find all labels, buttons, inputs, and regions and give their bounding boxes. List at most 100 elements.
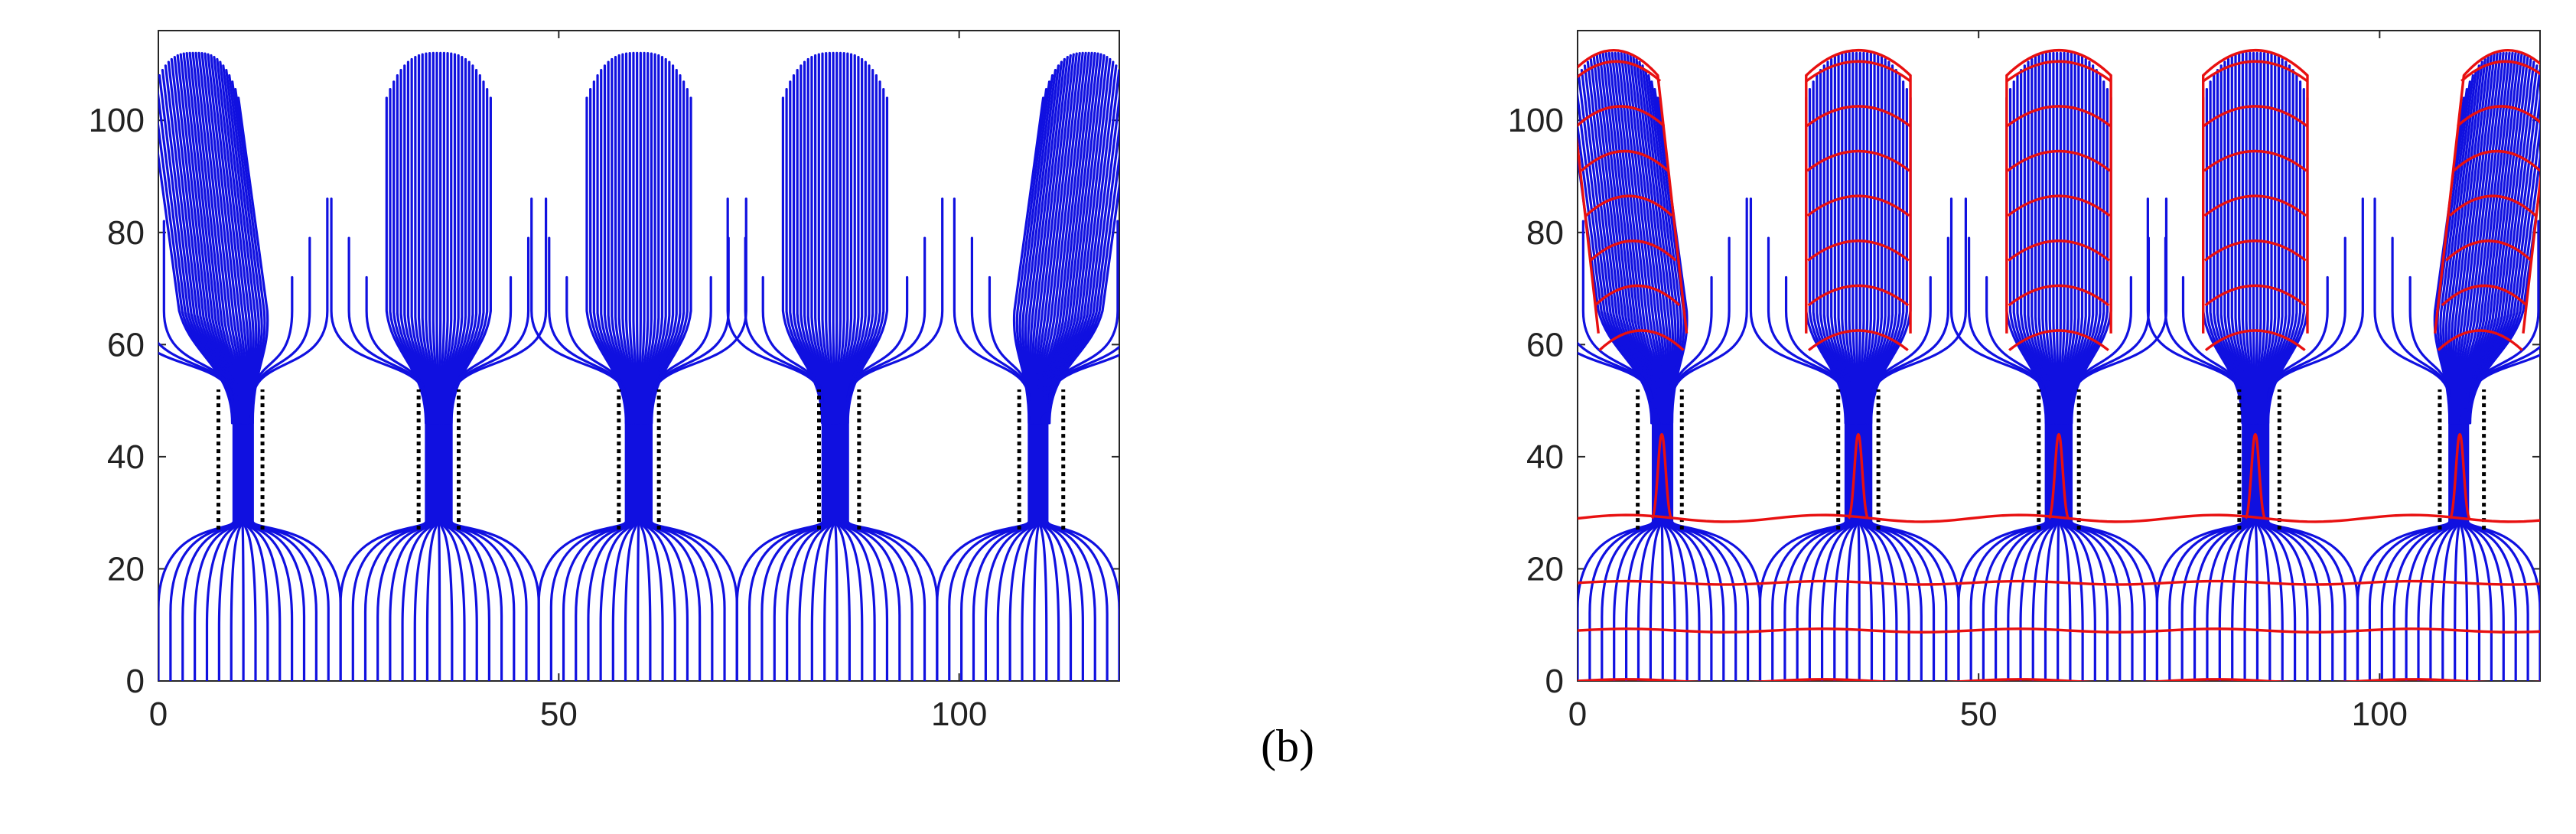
plot-area [1578, 48, 2540, 681]
y-tick-label: 60 [107, 326, 145, 363]
streamline-lower [650, 388, 738, 681]
x-tick-label: 0 [149, 696, 168, 733]
streamline-lower [1858, 388, 1874, 681]
contour-lobe [1807, 284, 1910, 307]
streamline-jet [1656, 96, 1689, 425]
streamline-lower [1040, 388, 1060, 681]
streamline-escape [251, 197, 329, 402]
streamline-lower [2063, 388, 2109, 681]
contour-lobe [1584, 194, 1673, 217]
streamline-lower [450, 388, 540, 681]
streamline-lower [1820, 388, 1855, 681]
streamline-lower [445, 388, 503, 681]
streamline-lower [441, 388, 466, 681]
streamline-lower [846, 388, 939, 681]
streamline-lower [587, 388, 634, 681]
streamline-lower [1860, 388, 1886, 681]
contour-lobe-outline [2202, 48, 2309, 334]
streamline-escape [2267, 197, 2364, 402]
streamline-escape [2146, 197, 2244, 402]
streamline-lower [840, 388, 889, 681]
contour-spike [1847, 432, 1870, 520]
contour-lobe [2007, 149, 2111, 172]
streamline-lower [2019, 388, 2056, 681]
streamline-lower [599, 388, 636, 681]
streamline-lower [1038, 388, 1048, 681]
contour-lobe [1806, 105, 1911, 127]
plot-area [158, 51, 1119, 681]
streamline-lower [2254, 388, 2259, 681]
streamline-lower [2218, 388, 2252, 681]
streamline-lower [2459, 388, 2469, 681]
streamline-lower [2243, 388, 2255, 681]
contour-lobe [1580, 149, 1669, 172]
streamline-lower [2031, 388, 2057, 681]
streamline-lower [640, 388, 664, 681]
contour-lobe [2448, 194, 2537, 217]
streamline-lower [642, 388, 676, 681]
streamline-lower [1040, 388, 1073, 681]
streamline-lower [2057, 388, 2060, 681]
contour-spike [2244, 432, 2266, 520]
streamline-lower [1663, 388, 1689, 681]
contour-lobe [2006, 105, 2112, 127]
streamline-lower [823, 388, 835, 681]
streamline-lower [639, 388, 652, 681]
x-tick-label: 0 [1568, 696, 1587, 733]
streamline-lower [842, 388, 901, 681]
contour-lobe [2202, 60, 2308, 83]
contour-lobe [2437, 329, 2523, 351]
streamline-lower [1662, 388, 1676, 681]
streamline-escape [2373, 197, 2451, 402]
streamline-lower [2044, 388, 2059, 681]
streamline-lower [217, 388, 242, 681]
streamline-lower [837, 388, 864, 681]
streamline-jet [637, 51, 642, 425]
streamline-lower [2060, 388, 2084, 681]
contour-lobe [2444, 239, 2532, 262]
streamline-lower [2260, 388, 2309, 681]
y-tick-label: 80 [107, 214, 145, 252]
streamline-escape [1670, 197, 1748, 402]
figure-caption: (b) [1261, 721, 1314, 771]
streamline-lower [2255, 388, 2272, 681]
streamline-lower [1021, 388, 1039, 681]
streamline-lower [442, 388, 478, 681]
streamline-lower [2231, 388, 2254, 681]
streamline-lower [2062, 388, 2096, 681]
y-tick-label: 0 [126, 663, 145, 700]
contour-lower [1578, 579, 2540, 586]
streamline-jet [2057, 51, 2062, 425]
contour-lobe [1806, 149, 1910, 172]
streamline-lower [834, 388, 839, 681]
streamline-lower [1863, 388, 1910, 681]
streamline-lower [1845, 388, 1858, 681]
streamline-lower [643, 388, 689, 681]
contour-lobe-outline [2433, 49, 2540, 334]
contour-lobe [2441, 284, 2528, 307]
contour-lobe [2008, 284, 2110, 307]
streamline-lower [243, 388, 257, 681]
contour-lobe-outline [1805, 48, 1912, 334]
contour-lobe [2457, 105, 2540, 127]
streamline-lower [2065, 388, 2122, 681]
contour-lower [1578, 678, 2540, 681]
y-tick-label: 20 [107, 550, 145, 588]
contour-lobe [2007, 194, 2111, 217]
contour-lobe [1598, 329, 1685, 351]
streamline-lower [1008, 388, 1038, 681]
contour-lobe [1578, 60, 1662, 83]
y-tick-label: 80 [1526, 214, 1564, 252]
streamline-escape [2070, 197, 2168, 402]
streamline-lower [1660, 388, 1664, 681]
streamline-escape [158, 351, 234, 402]
streamline-lower [1864, 388, 1923, 681]
contour-lobe [2203, 239, 2307, 262]
contour-lobe [1807, 239, 1910, 262]
streamline-lower [1670, 388, 1762, 681]
streamline-lower [839, 388, 876, 681]
y-tick-label: 60 [1526, 326, 1564, 363]
right-panel: 0 50 100 0 20 40 60 80 100 [1508, 30, 2541, 733]
streamline-lower [2070, 388, 2159, 681]
streamline-lower [2429, 388, 2458, 681]
